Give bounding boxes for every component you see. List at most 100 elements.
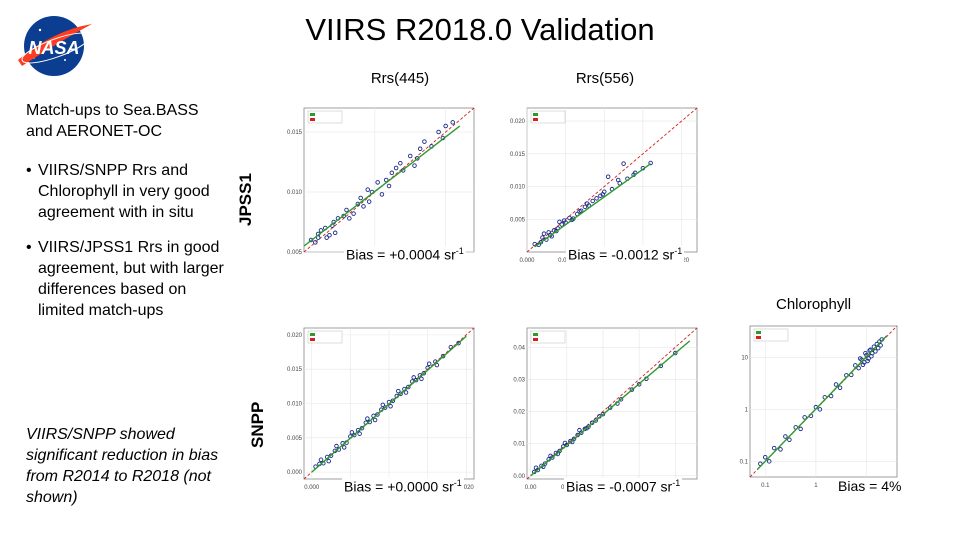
y-tick-label: 0.020	[287, 333, 303, 339]
data-point	[878, 343, 883, 348]
data-point	[648, 160, 653, 166]
y-tick-label: 0.010	[510, 185, 526, 191]
bullet-list: VIIRS/SNPP Rrs and Chlorophyll in very g…	[26, 160, 226, 331]
y-tick-label: 0.015	[510, 152, 526, 158]
data-point	[366, 199, 372, 204]
data-point	[450, 120, 455, 125]
y-tick-label: 0.005	[510, 217, 526, 223]
data-point	[865, 358, 870, 364]
bias-label-jpss1-rrs556: Bias = -0.0012 sr-1	[566, 246, 685, 263]
legend-swatch-one-to-one	[310, 338, 315, 341]
data-point	[434, 362, 440, 368]
legend-box	[530, 110, 566, 124]
data-point	[837, 385, 843, 390]
regression-line	[534, 163, 652, 248]
data-point	[762, 454, 768, 460]
scatter-plot-jpss1-rrs556: 0.0000.0050.0100.0150.0200.0050.0100.015…	[510, 107, 698, 264]
data-point	[533, 465, 539, 471]
bias-label-snpp-rrs556: Bias = -0.0007 sr-1	[564, 478, 683, 495]
data-point	[386, 183, 392, 189]
legend-swatch-regression	[533, 333, 538, 336]
data-point	[412, 163, 417, 168]
regression-line	[756, 335, 888, 470]
data-point	[372, 417, 378, 423]
data-point	[436, 129, 441, 135]
data-point	[559, 222, 565, 227]
data-point	[456, 340, 461, 346]
row-label-snpp: SNPP	[248, 401, 267, 448]
data-point	[860, 362, 866, 367]
legend-box	[307, 110, 343, 124]
data-point	[326, 458, 331, 464]
data-point	[351, 211, 356, 216]
data-point	[590, 198, 595, 204]
data-point	[382, 405, 388, 410]
data-point	[407, 153, 413, 159]
data-point	[873, 349, 878, 354]
y-tick-label: 0.01	[513, 442, 525, 448]
x-tick-label: 0.00	[525, 485, 537, 491]
data-point	[673, 350, 678, 356]
improvement-note: VIIRS/SNPP showed significant reduction …	[26, 426, 219, 506]
data-point	[802, 415, 807, 420]
y-tick-label: 0.020	[510, 119, 526, 125]
data-point	[318, 457, 324, 463]
data-point	[393, 165, 399, 171]
one-to-one-line	[526, 107, 698, 253]
legend-swatch-one-to-one	[533, 118, 538, 121]
data-point	[767, 459, 772, 464]
data-point	[419, 376, 424, 382]
data-point	[771, 445, 777, 451]
data-point	[334, 443, 339, 449]
data-point	[421, 371, 427, 376]
data-point	[413, 377, 419, 383]
data-point	[542, 461, 548, 466]
legend-swatch-one-to-one	[533, 338, 538, 341]
data-point	[541, 231, 547, 236]
y-tick-label: 10	[741, 355, 748, 361]
legend-swatch-regression	[310, 333, 315, 336]
data-point	[357, 431, 362, 436]
data-point	[618, 397, 624, 402]
data-point	[548, 453, 553, 459]
scatter-plot-snpp-rrs556: 0.000.010.020.030.040.000.010.020.030.04	[513, 327, 698, 491]
data-point	[557, 219, 562, 225]
data-point	[582, 204, 588, 210]
y-tick-label: 0.015	[287, 130, 303, 136]
x-tick-label: 0.1	[761, 483, 770, 489]
legend-box	[530, 330, 566, 344]
data-point	[636, 381, 642, 387]
nasa-logo: NASA	[18, 16, 92, 76]
y-tick-label: 1	[745, 407, 749, 413]
data-point	[443, 123, 448, 129]
x-tick-label: 0.000	[519, 258, 535, 264]
row-label-jpss1: JPSS1	[236, 173, 255, 226]
data-point	[426, 361, 432, 366]
data-point	[365, 416, 370, 421]
regression-line	[303, 125, 461, 247]
legend-box	[307, 330, 343, 344]
legend-swatch-one-to-one	[756, 336, 761, 339]
scatter-plot-snpp-rrs445: 0.0000.0050.0100.0150.0200.0000.0050.010…	[287, 327, 475, 491]
x-tick-label: 0.020	[459, 485, 475, 491]
y-tick-label: 0.005	[287, 250, 303, 256]
column-head-rrs445: Rrs(445)	[370, 70, 430, 87]
data-point	[403, 390, 409, 395]
data-point	[540, 235, 545, 240]
data-point	[358, 195, 363, 201]
data-point	[344, 207, 349, 213]
y-tick-label: 0.1	[740, 459, 749, 465]
data-point	[629, 387, 635, 392]
data-point	[783, 434, 788, 439]
data-point	[621, 161, 626, 166]
data-point	[538, 239, 544, 245]
data-point	[383, 177, 389, 183]
bias-label-snpp-chlorophyll: Bias = 4%	[836, 478, 904, 494]
data-point	[875, 345, 881, 351]
data-point	[417, 146, 423, 152]
y-tick-label: 0.04	[513, 345, 525, 351]
data-point	[778, 447, 783, 452]
data-point	[375, 412, 380, 417]
